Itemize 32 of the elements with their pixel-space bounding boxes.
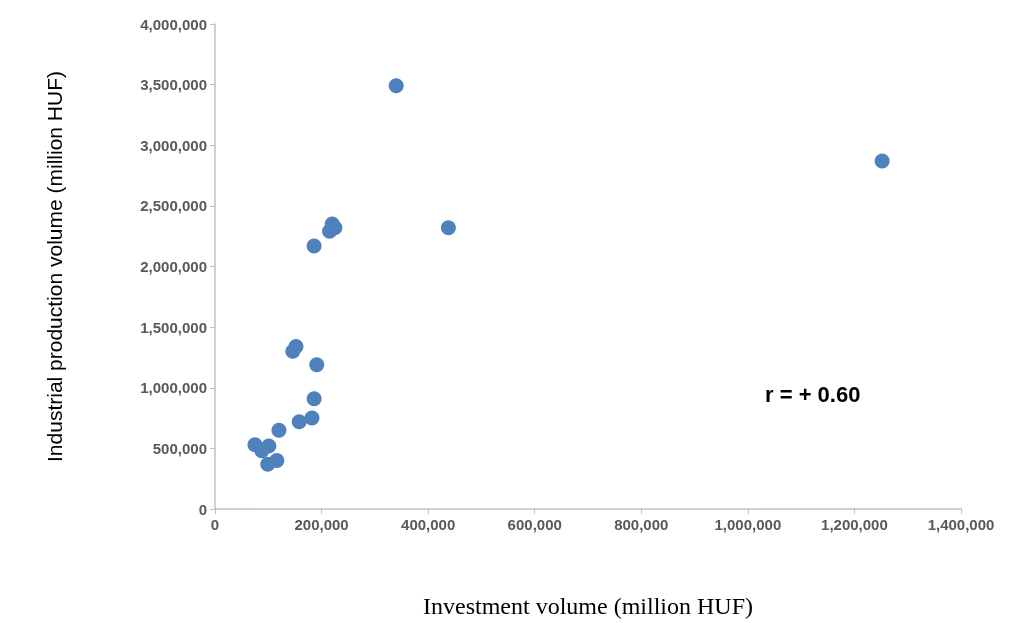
y-tick-label: 2,000,000: [140, 258, 207, 275]
point: [306, 238, 322, 254]
point: [309, 357, 325, 373]
point: [269, 453, 285, 468]
annotation: r = + 0.60: [765, 381, 861, 407]
y-axis-title: Industrial production volume (million HUF): [43, 71, 66, 462]
x-tick-label: 600,000: [507, 516, 562, 533]
point: [440, 220, 456, 236]
point: [306, 391, 322, 407]
x-tick-label: 400,000: [401, 516, 456, 533]
point: [271, 422, 287, 438]
y-tick-label: 1,000,000: [140, 379, 207, 397]
x-axis-title: Investment volume (million HUF): [423, 593, 753, 619]
point: [285, 343, 301, 359]
x-tick-label: 1,000,000: [714, 516, 782, 533]
x-tick-label: 800,000: [614, 516, 669, 533]
point: [388, 78, 404, 94]
y-tick-label: 2,500,000: [140, 197, 207, 215]
x-tick-label: 0: [210, 516, 220, 533]
x-tick-label: 1,400,000: [927, 516, 995, 533]
y-tick-label: 500,000: [152, 439, 207, 457]
point: [874, 153, 890, 169]
y-tick-label: 3,000,000: [140, 136, 207, 154]
y-tick-label: 1,500,000: [140, 318, 207, 336]
y-tick-label: 0: [198, 500, 207, 518]
point: [291, 414, 307, 430]
point: [304, 410, 320, 426]
y-tick-label: 3,500,000: [140, 76, 207, 94]
point: [322, 223, 338, 239]
x-tick-label: 1,200,000: [821, 516, 888, 533]
y-tick-label: 4,000,000: [140, 15, 207, 33]
x-tick-label: 200,000: [294, 516, 349, 533]
